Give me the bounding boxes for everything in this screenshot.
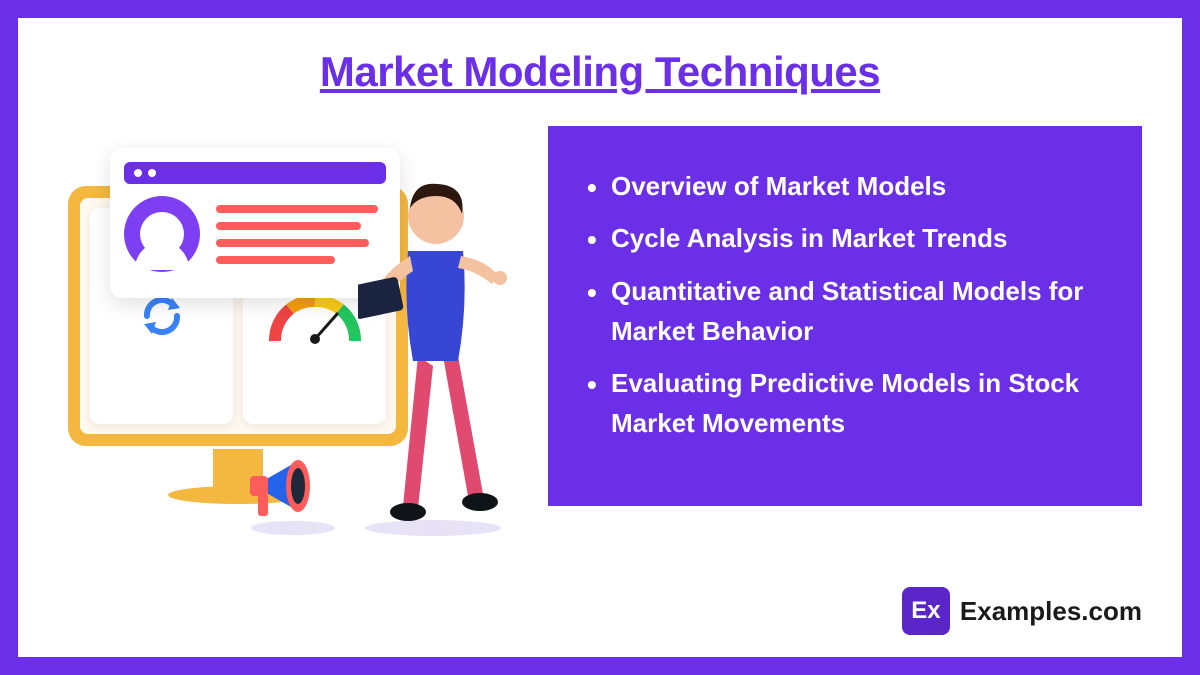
logo-text: Examples.com bbox=[960, 596, 1142, 627]
content-frame: Market Modeling Techniques bbox=[18, 18, 1182, 657]
person-illustration bbox=[358, 156, 528, 536]
megaphone-icon bbox=[238, 426, 348, 536]
profile-card bbox=[110, 148, 400, 298]
list-item: Evaluating Predictive Models in Stock Ma… bbox=[583, 363, 1107, 444]
avatar-icon bbox=[124, 196, 200, 272]
page-title: Market Modeling Techniques bbox=[58, 48, 1142, 96]
brand-logo: Ex Examples.com bbox=[902, 587, 1142, 635]
logo-badge: Ex bbox=[902, 587, 950, 635]
monitor-icon bbox=[68, 186, 408, 446]
list-item: Quantitative and Statistical Models for … bbox=[583, 271, 1107, 352]
hero-illustration bbox=[58, 126, 518, 526]
list-item: Cycle Analysis in Market Trends bbox=[583, 218, 1107, 258]
bullet-panel: Overview of Market Models Cycle Analysis… bbox=[548, 126, 1142, 506]
list-item: Overview of Market Models bbox=[583, 166, 1107, 206]
bullet-list: Overview of Market Models Cycle Analysis… bbox=[583, 166, 1107, 444]
content-row: Overview of Market Models Cycle Analysis… bbox=[58, 126, 1142, 546]
